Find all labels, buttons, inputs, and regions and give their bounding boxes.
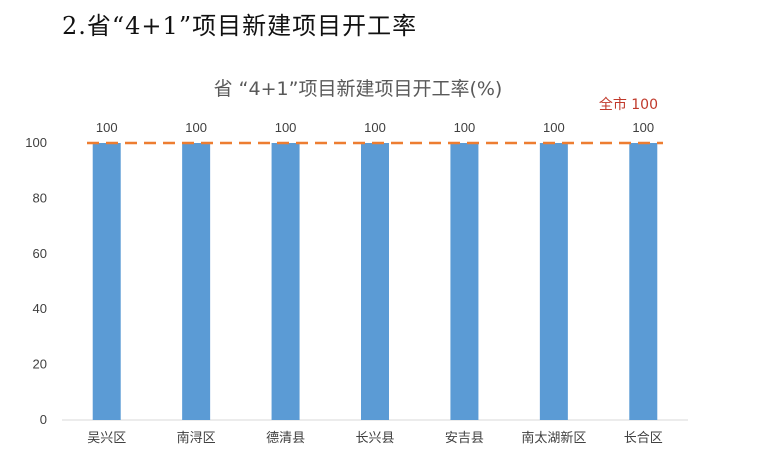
chart-title: 省 “4+1”项目新建项目开工率(%) — [214, 78, 503, 100]
y-axis: 0 20 40 60 80 100 — [25, 135, 47, 427]
bar — [271, 143, 300, 420]
data-labels: 100 100 100 100 100 100 100 — [96, 120, 654, 135]
data-label: 100 — [543, 120, 565, 135]
bar — [539, 143, 568, 420]
bar — [450, 143, 479, 420]
page-heading: 2.省“4+1”项目新建项目开工率 — [62, 12, 418, 40]
data-label: 100 — [632, 120, 654, 135]
x-tick-label: 安吉县 — [445, 431, 484, 446]
bar — [361, 143, 389, 420]
data-label: 100 — [454, 120, 476, 135]
data-label: 100 — [96, 120, 118, 135]
y-tick-label: 80 — [33, 190, 47, 205]
x-tick-label: 吴兴区 — [87, 431, 126, 446]
y-tick-label: 40 — [33, 301, 47, 316]
bars — [92, 143, 658, 420]
x-tick-label: 南浔区 — [177, 430, 216, 446]
x-tick-label: 德清县 — [266, 431, 305, 446]
data-label: 100 — [364, 120, 386, 135]
x-axis: 吴兴区 南浔区 德清县 长兴县 安吉县 南太湖新区 长合区 — [87, 430, 663, 446]
y-tick-label: 100 — [25, 135, 47, 150]
y-tick-label: 20 — [33, 357, 47, 372]
y-tick-label: 60 — [33, 246, 47, 261]
y-tick-label: 0 — [40, 412, 47, 427]
x-tick-label: 长合区 — [624, 431, 663, 446]
x-tick-label: 长兴县 — [355, 431, 394, 446]
reference-line-label: 全市 100 — [599, 96, 658, 113]
bar — [182, 143, 211, 420]
data-label: 100 — [275, 120, 297, 135]
x-tick-label: 南太湖新区 — [521, 430, 586, 446]
data-label: 100 — [185, 120, 207, 135]
bar — [92, 143, 121, 420]
bar — [629, 143, 658, 420]
